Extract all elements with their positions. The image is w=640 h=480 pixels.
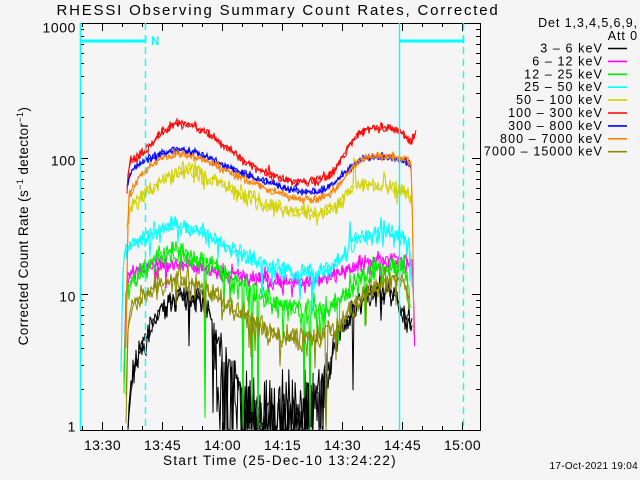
svg-text:25 – 50 keV: 25 – 50 keV [524,80,603,94]
svg-text:1: 1 [68,419,76,435]
svg-text:13:30: 13:30 [84,437,121,453]
svg-text:14:45: 14:45 [384,437,421,453]
svg-text:14:00: 14:00 [204,437,241,453]
svg-text:10: 10 [59,289,76,305]
svg-text:RHESSI Observing Summary Count: RHESSI Observing Summary Count Rates, Co… [56,2,499,19]
svg-text:800 – 7000 keV: 800 – 7000 keV [500,132,603,146]
svg-text:100 – 300 keV: 100 – 300 keV [508,106,603,120]
svg-text:12 – 25 keV: 12 – 25 keV [524,67,603,81]
svg-text:100: 100 [51,153,76,169]
svg-text:1000: 1000 [42,20,76,36]
svg-text:Start Time (25-Dec-10 13:24:22: Start Time (25-Dec-10 13:24:22) [163,453,397,468]
svg-text:6 – 12 keV: 6 – 12 keV [532,54,603,68]
svg-text:14:30: 14:30 [324,437,361,453]
svg-text:Corrected Count Rate (s−1 dete: Corrected Count Rate (s−1 detector−1) [15,107,31,346]
svg-text:17-Oct-2021 19:04: 17-Oct-2021 19:04 [550,461,639,472]
svg-text:Att 0: Att 0 [608,29,638,43]
svg-text:300 – 800 keV: 300 – 800 keV [508,119,603,133]
svg-text:Det 1,3,4,5,6,9,: Det 1,3,4,5,6,9, [538,16,638,30]
svg-text:15:00: 15:00 [444,437,481,453]
svg-text:14:15: 14:15 [264,437,301,453]
svg-text:7000 – 15000 keV: 7000 – 15000 keV [484,145,603,159]
svg-text:3 – 6 keV: 3 – 6 keV [540,42,603,56]
svg-text:50 – 100 keV: 50 – 100 keV [516,93,603,107]
svg-text:N: N [151,36,159,48]
svg-text:13:45: 13:45 [144,437,181,453]
